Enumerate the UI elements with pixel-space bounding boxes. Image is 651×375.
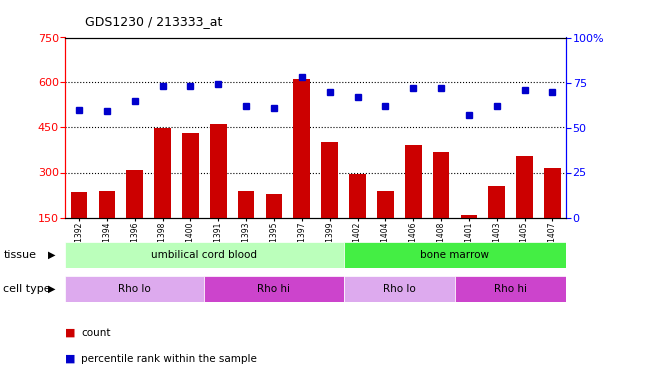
Bar xyxy=(516,156,533,218)
Text: GDS1230 / 213333_at: GDS1230 / 213333_at xyxy=(85,15,222,28)
Text: Rho lo: Rho lo xyxy=(383,284,415,294)
Text: umbilical cord blood: umbilical cord blood xyxy=(151,250,257,260)
Bar xyxy=(71,192,87,217)
Bar xyxy=(182,133,199,218)
Bar xyxy=(544,168,561,217)
Bar xyxy=(294,80,310,218)
Bar xyxy=(344,242,566,268)
Text: ▶: ▶ xyxy=(48,250,55,260)
Bar xyxy=(377,191,394,217)
Text: percentile rank within the sample: percentile rank within the sample xyxy=(81,354,257,364)
Bar xyxy=(204,276,344,302)
Bar xyxy=(405,145,422,218)
Text: ■: ■ xyxy=(65,354,76,364)
Text: ■: ■ xyxy=(65,327,76,338)
Text: tissue: tissue xyxy=(3,250,36,260)
Bar xyxy=(344,276,455,302)
Bar xyxy=(460,214,477,217)
Bar xyxy=(65,242,344,268)
Bar xyxy=(154,128,171,217)
Bar xyxy=(266,194,283,217)
Text: count: count xyxy=(81,327,111,338)
Text: Rho hi: Rho hi xyxy=(494,284,527,294)
Bar xyxy=(65,276,204,302)
Text: Rho lo: Rho lo xyxy=(118,284,151,294)
Text: ▶: ▶ xyxy=(48,284,55,294)
Bar xyxy=(322,142,338,218)
Bar xyxy=(455,276,566,302)
Text: bone marrow: bone marrow xyxy=(421,250,490,260)
Bar xyxy=(238,191,255,217)
Bar xyxy=(98,191,115,217)
Bar xyxy=(349,174,366,217)
Bar xyxy=(433,152,449,217)
Text: cell type: cell type xyxy=(3,284,51,294)
Bar xyxy=(210,124,227,217)
Bar xyxy=(488,186,505,218)
Text: Rho hi: Rho hi xyxy=(257,284,290,294)
Bar xyxy=(126,170,143,217)
